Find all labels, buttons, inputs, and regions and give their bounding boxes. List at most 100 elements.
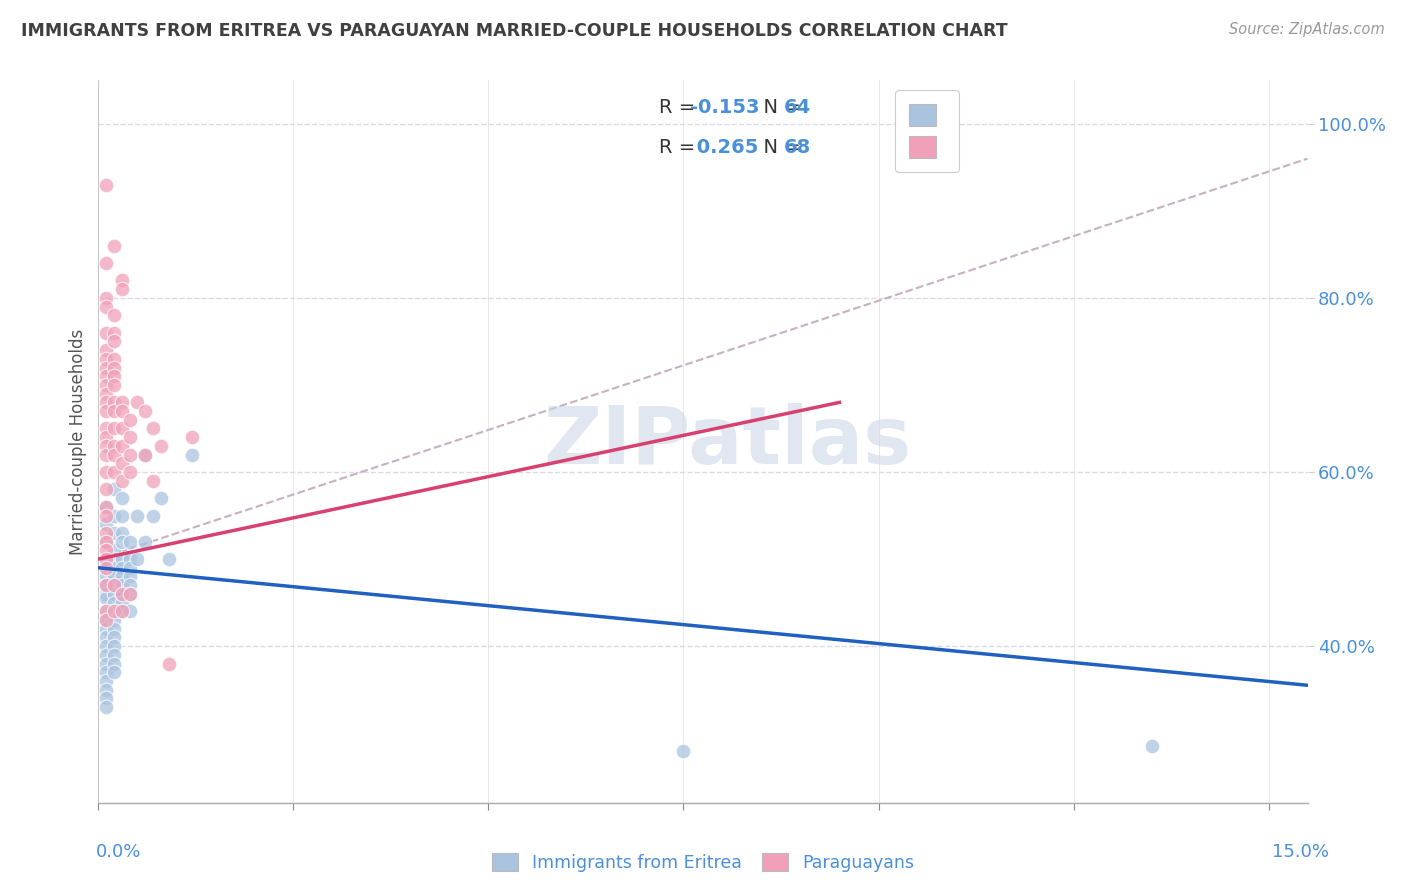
- Point: [96, 639, 118, 653]
- Point: [1140, 739, 1163, 754]
- Point: [96, 430, 118, 444]
- Text: N =: N =: [751, 98, 807, 118]
- Point: [103, 351, 125, 366]
- Point: [96, 648, 118, 662]
- Point: [96, 386, 118, 401]
- Point: [96, 691, 118, 706]
- Point: [103, 404, 125, 418]
- Point: [103, 622, 125, 636]
- Point: [111, 596, 134, 610]
- Point: [118, 587, 141, 601]
- Point: [111, 508, 134, 523]
- Text: ZIPatlas: ZIPatlas: [543, 402, 911, 481]
- Point: [103, 657, 125, 671]
- Point: [103, 596, 125, 610]
- Point: [96, 500, 118, 514]
- Legend: Immigrants from Eritrea, Paraguayans: Immigrants from Eritrea, Paraguayans: [485, 847, 921, 879]
- Point: [103, 561, 125, 575]
- Text: 0.265: 0.265: [690, 138, 758, 157]
- Point: [96, 682, 118, 697]
- Point: [111, 395, 134, 409]
- Point: [118, 552, 141, 566]
- Point: [111, 569, 134, 583]
- Point: [96, 525, 118, 540]
- Point: [142, 474, 165, 488]
- Point: [103, 465, 125, 479]
- Point: [103, 552, 125, 566]
- Point: [96, 483, 118, 497]
- Point: [103, 587, 125, 601]
- Point: [103, 421, 125, 435]
- Point: [96, 448, 118, 462]
- Point: [96, 256, 118, 270]
- Point: [96, 534, 118, 549]
- Point: [96, 622, 118, 636]
- Point: [103, 326, 125, 340]
- Point: [111, 439, 134, 453]
- Point: [157, 552, 180, 566]
- Point: [96, 326, 118, 340]
- Point: [103, 569, 125, 583]
- Point: [103, 448, 125, 462]
- Point: [96, 578, 118, 592]
- Point: [96, 604, 118, 618]
- Text: -0.153: -0.153: [690, 98, 759, 118]
- Point: [103, 308, 125, 322]
- Point: [127, 508, 149, 523]
- Point: [96, 300, 118, 314]
- Point: [103, 578, 125, 592]
- Point: [103, 525, 125, 540]
- Point: [96, 534, 118, 549]
- Point: [149, 439, 172, 453]
- Point: [96, 673, 118, 688]
- Point: [111, 552, 134, 566]
- Point: [103, 483, 125, 497]
- Point: [134, 534, 156, 549]
- Point: [96, 360, 118, 375]
- Text: 15.0%: 15.0%: [1271, 843, 1329, 861]
- Point: [181, 430, 204, 444]
- Point: [96, 343, 118, 358]
- Text: 64: 64: [785, 98, 811, 118]
- Point: [157, 657, 180, 671]
- Point: [96, 569, 118, 583]
- Point: [103, 378, 125, 392]
- Point: [96, 291, 118, 305]
- Point: [111, 525, 134, 540]
- Point: [96, 439, 118, 453]
- Point: [103, 360, 125, 375]
- Point: [118, 465, 141, 479]
- Point: [118, 569, 141, 583]
- Point: [103, 395, 125, 409]
- Point: [96, 665, 118, 680]
- Point: [96, 561, 118, 575]
- Point: [127, 552, 149, 566]
- Point: [96, 613, 118, 627]
- Point: [96, 552, 118, 566]
- Point: [103, 578, 125, 592]
- Point: [96, 351, 118, 366]
- Point: [96, 578, 118, 592]
- Text: IMMIGRANTS FROM ERITREA VS PARAGUAYAN MARRIED-COUPLE HOUSEHOLDS CORRELATION CHAR: IMMIGRANTS FROM ERITREA VS PARAGUAYAN MA…: [21, 22, 1008, 40]
- Point: [96, 591, 118, 606]
- Point: [142, 421, 165, 435]
- Point: [96, 552, 118, 566]
- Point: [103, 543, 125, 558]
- Point: [111, 587, 134, 601]
- Point: [118, 604, 141, 618]
- Point: [96, 700, 118, 714]
- Point: [111, 404, 134, 418]
- Point: [103, 639, 125, 653]
- Point: [111, 587, 134, 601]
- Point: [111, 604, 134, 618]
- Point: [134, 448, 156, 462]
- Point: [96, 543, 118, 558]
- Point: [111, 578, 134, 592]
- Legend: , : ,: [896, 90, 959, 172]
- Point: [103, 613, 125, 627]
- Point: [111, 273, 134, 287]
- Point: [103, 604, 125, 618]
- Point: [134, 404, 156, 418]
- Point: [103, 648, 125, 662]
- Point: [142, 508, 165, 523]
